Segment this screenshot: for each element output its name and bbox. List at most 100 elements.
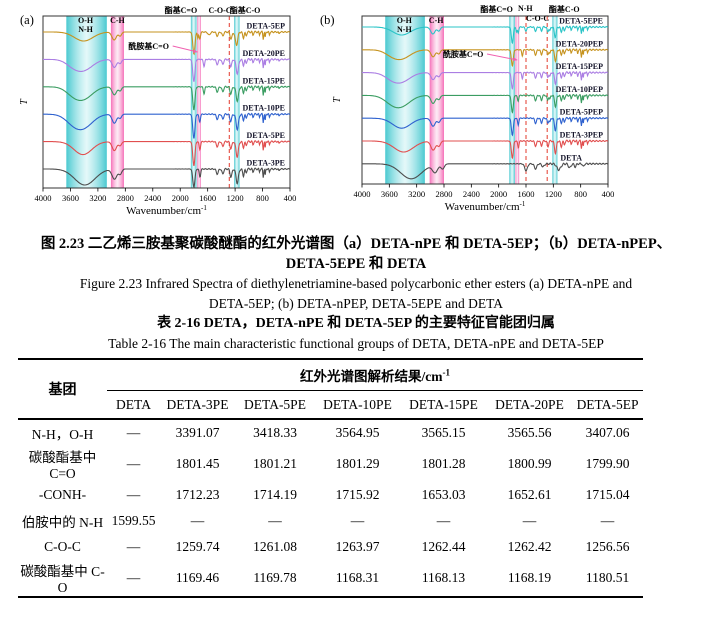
pink-band	[110, 16, 124, 188]
table-cell: 1168.31	[335, 570, 380, 585]
cyan-band	[552, 16, 558, 184]
figure-caption-en-line1: Figure 2.23 Infrared Spectra of diethyle…	[79, 276, 633, 291]
plot-frame	[361, 15, 609, 185]
table-cell: 3391.07	[175, 425, 220, 440]
table-cell: 1169.78	[253, 570, 297, 585]
svg-text:1200: 1200	[227, 193, 244, 203]
band-label: N-H	[518, 4, 533, 13]
band-label: 酯基C-O	[230, 5, 261, 15]
table-subheader-deta-5pe: DETA-5PE	[235, 390, 315, 420]
x-axis-title: Wavenumber/cm-1	[445, 200, 526, 213]
table-cell: 1801.21	[253, 456, 297, 471]
row-label: 碳酸酯基中 C=O	[28, 450, 97, 481]
table-row: 伯胺中的 N-H 1599.55 — — — — — —	[18, 508, 643, 534]
table-cell: 1799.90	[585, 456, 630, 471]
spectrum-curve-DETA-10PEP	[362, 93, 608, 114]
svg-text:4000: 4000	[354, 189, 371, 199]
table-subheader-deta-15pe: DETA-15PE	[400, 390, 487, 420]
table-header-results-span: 红外光谱图解析结果/cm-1	[107, 359, 644, 391]
row-label: 碳酸酯基中 C-O	[20, 564, 105, 595]
svg-text:2800: 2800	[436, 189, 453, 199]
cyan-band	[190, 16, 197, 188]
svg-text:4000: 4000	[35, 193, 52, 203]
svg-text:1600: 1600	[518, 189, 535, 199]
table-cell: —	[268, 513, 282, 528]
table-cell: 1652.61	[507, 487, 552, 502]
table-row: -CONH- — 1712.23 1714.19 1715.92 1653.03 1652.…	[18, 482, 643, 508]
table-cell: 1801.28	[421, 456, 466, 471]
table-cell: —	[126, 456, 141, 471]
annotation-arrowhead	[512, 57, 518, 62]
svg-text:2400: 2400	[463, 189, 480, 199]
table-subheader-deta-3pe: DETA-3PE	[160, 390, 235, 420]
svg-text:2000: 2000	[490, 189, 507, 199]
annotation-arrow	[172, 45, 198, 53]
table-cell: 1263.97	[335, 539, 380, 554]
table-cell: 1714.19	[253, 487, 297, 502]
figure-2-23: DETA-5EP DETA-20PE DETA-15PE DETA-10PE DETA-…	[0, 2, 712, 234]
band-label: O-H N-H	[397, 16, 413, 34]
series-label-DETA-5EPE: DETA-5EPE	[559, 17, 603, 26]
table-cell: 1801.45	[175, 456, 220, 471]
spectrum-curve-DETA-5PEP	[362, 116, 608, 137]
functional-groups-table: 基团 红外光谱图解析结果/cm-1 DETA DETA-3PE DETA-5PE DETA…	[18, 358, 644, 598]
spectrum-curve-DETA-3PE	[43, 167, 290, 188]
x-axis: 4000 3600 3200 2800 2400 2000 1600 1200 800 400	[35, 188, 297, 203]
row-label: -CONH-	[38, 487, 87, 502]
spectrum-curve-DETA-15PEP	[362, 71, 608, 90]
table-subheader-deta-20pe: DETA-20PE	[487, 390, 572, 420]
table-row: 碳酸酯基中 C=O — 1801.45 1801.21 1801.29 1801.28 18…	[18, 446, 643, 482]
spectrum-curve-DETA-5EP	[43, 30, 290, 56]
table-cell: 1259.74	[175, 539, 220, 554]
svg-text:1600: 1600	[199, 193, 216, 203]
table-subheader-deta: DETA	[107, 390, 160, 420]
table-cell: 3564.95	[335, 425, 380, 440]
svg-text:800: 800	[256, 193, 269, 203]
figure-caption-zh-line1: 图 2.23 二乙烯三胺基聚碳酸醚酯的红外光谱图（a）DETA-nPE 和 DE…	[40, 236, 672, 252]
table-cell: 1599.55	[111, 513, 156, 528]
x-axis: 4000 3600 3200 2800 2400 2000 1600 1200 800 400	[354, 184, 614, 199]
pink-band	[429, 16, 444, 184]
table-cell: 1180.51	[585, 570, 630, 585]
svg-text:400: 400	[284, 193, 297, 203]
cyan-band	[509, 16, 515, 184]
table-cell: —	[600, 513, 615, 528]
table-cell: —	[436, 513, 451, 528]
table-cell: —	[350, 513, 365, 528]
series-label-DETA-20PE: DETA-20PE	[242, 49, 285, 58]
spectrum-curve-DETA-20PEP	[362, 48, 608, 68]
table-cell: 3407.06	[585, 425, 630, 440]
table-cell: 1169.46	[175, 570, 220, 585]
series-label-DETA-20PEP: DETA-20PEP	[556, 39, 604, 48]
table-cell: 1256.56	[585, 539, 630, 554]
table-row: C-O-C — 1259.74 1261.08 1263.97 1262.44 1262.4…	[18, 534, 643, 560]
spectrum-curve-DETA-5EPE	[362, 25, 608, 45]
svg-text:3200: 3200	[89, 193, 106, 203]
series-label-DETA-5EP: DETA-5EP	[246, 22, 285, 31]
series-label-DETA-15PE: DETA-15PE	[242, 76, 285, 85]
annotation-arrowhead	[193, 49, 198, 54]
table-cell: 1168.13	[421, 570, 466, 585]
spectrum-curve-DETA	[362, 162, 608, 180]
ir-spectra-panel-a: DETA-5EP DETA-20PE DETA-15PE DETA-10PE DETA-…	[19, 5, 297, 217]
x-axis-title: Wavenumber/cm-1	[126, 204, 207, 217]
series-label-DETA-5PEP: DETA-5PEP	[560, 108, 604, 117]
highlight-bands	[385, 16, 558, 184]
table-cell: 1715.92	[335, 487, 380, 502]
band-label: 酯基C=O	[480, 4, 513, 14]
row-label: 伯胺中的 N-H	[21, 515, 104, 530]
cyan-band	[234, 16, 240, 188]
plot-frame	[42, 15, 291, 189]
figure-caption-zh-line2: DETA-5EPE 和 DETA	[285, 256, 427, 272]
table-cell: 1800.99	[507, 456, 552, 471]
figure-caption-en-line2: DETA-5EP; (b) DETA-nPEP, DETA-5EPE and D…	[208, 296, 504, 311]
y-axis-title: T	[19, 98, 30, 105]
panel-label: (a)	[20, 13, 34, 27]
table-cell: —	[126, 539, 141, 554]
table-cell: —	[126, 425, 141, 440]
series-label-DETA: DETA	[560, 153, 582, 162]
table-cell: 3565.56	[507, 425, 552, 440]
panel-label: (b)	[320, 13, 335, 27]
spectra-curves	[362, 25, 608, 180]
band-label: 酰胺基C=O	[128, 41, 169, 51]
